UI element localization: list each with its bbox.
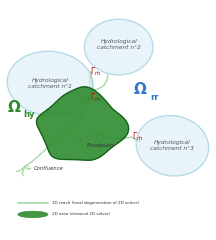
Text: Confluence: Confluence xyxy=(28,166,64,171)
Polygon shape xyxy=(37,87,129,160)
Text: Ω: Ω xyxy=(134,83,147,97)
Ellipse shape xyxy=(7,51,93,116)
Text: $\mathsf{\Gamma_{rh}}$: $\mathsf{\Gamma_{rh}}$ xyxy=(90,91,101,104)
Text: $\mathsf{\Gamma_{rh}}$: $\mathsf{\Gamma_{rh}}$ xyxy=(132,131,143,144)
Text: rr: rr xyxy=(150,93,158,102)
Text: Hydrological
catchment n°2: Hydrological catchment n°2 xyxy=(97,40,141,50)
Ellipse shape xyxy=(84,19,153,75)
Text: Hydrological
catchment n°1: Hydrological catchment n°1 xyxy=(28,78,72,89)
Text: Hydrological
catchment n°3: Hydrological catchment n°3 xyxy=(151,140,194,151)
Ellipse shape xyxy=(18,211,48,218)
Text: 1D reach (local degeneration of 2D solver): 1D reach (local degeneration of 2D solve… xyxy=(52,201,139,205)
Text: hy: hy xyxy=(23,110,35,119)
Text: $\mathsf{\Gamma_{rh}}$: $\mathsf{\Gamma_{rh}}$ xyxy=(90,66,101,78)
Ellipse shape xyxy=(136,115,209,176)
Text: Ω: Ω xyxy=(7,100,20,115)
Text: 2D area (classical 2D solver): 2D area (classical 2D solver) xyxy=(52,212,111,216)
Text: Floodplain: Floodplain xyxy=(79,139,114,148)
